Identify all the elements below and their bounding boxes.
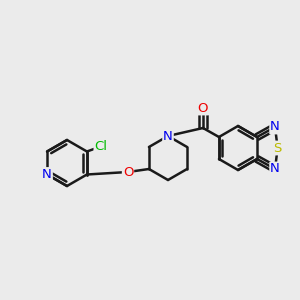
Text: N: N [270,121,280,134]
Text: Cl: Cl [94,140,107,153]
Text: S: S [273,142,282,154]
Text: O: O [123,166,133,178]
Text: N: N [163,130,173,142]
Text: N: N [42,168,52,181]
Text: N: N [270,163,280,176]
Text: O: O [198,101,208,115]
